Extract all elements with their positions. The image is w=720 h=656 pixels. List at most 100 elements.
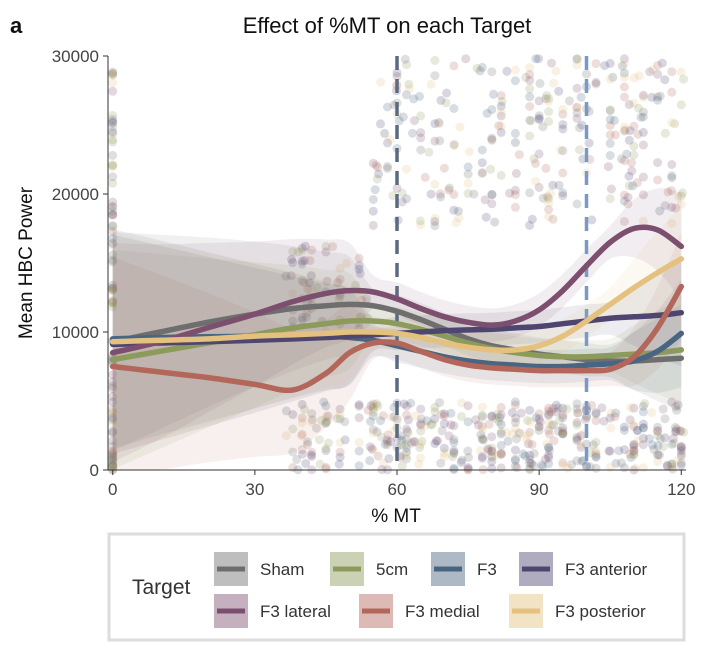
scatter-point (315, 459, 325, 469)
scatter-point (649, 444, 659, 454)
scatter-point (663, 187, 673, 197)
scatter-point (572, 432, 582, 442)
scatter-point (628, 420, 638, 430)
scatter-point (297, 245, 307, 255)
scatter-point (398, 112, 408, 122)
scatter-point (416, 419, 426, 428)
scatter-point (572, 420, 582, 430)
scatter-point (549, 436, 559, 446)
scatter-point (297, 312, 307, 322)
scatter-point (477, 168, 487, 178)
scatter-point (366, 417, 376, 426)
scatter-point (544, 425, 554, 435)
scatter-point (454, 213, 464, 223)
scatter-point (430, 71, 440, 81)
scatter-point (556, 145, 566, 155)
scatter-point (674, 192, 684, 202)
scatter-point (481, 212, 491, 222)
legend-label: F3 lateral (260, 602, 331, 621)
scatter-point (439, 419, 449, 429)
scatter-point (496, 448, 506, 458)
legend-label: Sham (260, 560, 304, 579)
scatter-point (108, 197, 118, 207)
scatter-point (626, 403, 636, 413)
scatter-point (671, 427, 681, 437)
scatter-point (626, 453, 636, 462)
scatter-point (397, 188, 407, 198)
scatter-point (496, 108, 506, 117)
scatter-point (518, 449, 528, 459)
scatter-point (537, 462, 547, 472)
scatter-point (609, 115, 619, 125)
scatter-point (427, 419, 437, 429)
scatter-point (510, 445, 520, 455)
scatter-point (510, 423, 520, 433)
scatter-point (478, 434, 487, 443)
scatter-point (653, 450, 663, 460)
scatter-point (335, 452, 345, 462)
scatter-point (591, 449, 601, 459)
scatter-point (490, 217, 500, 227)
scatter-point (449, 140, 459, 150)
scatter-point (333, 278, 343, 288)
scatter-point (534, 113, 544, 123)
scatter-point (572, 456, 582, 466)
scatter-point (638, 190, 648, 200)
scatter-point (306, 450, 316, 460)
scatter-point (376, 119, 385, 129)
scatter-point (441, 98, 451, 108)
scatter-point (477, 421, 487, 431)
scatter-point (660, 75, 670, 85)
scatter-point (108, 283, 118, 293)
scatter-point (108, 160, 118, 170)
scatter-point (430, 216, 440, 226)
scatter-point (558, 423, 568, 433)
scatter-point (463, 417, 473, 427)
scatter-point (625, 449, 635, 459)
scatter-point (479, 435, 488, 445)
scatter-point (108, 162, 118, 171)
scatter-point (108, 172, 118, 182)
scatter-point (636, 112, 646, 122)
scatter-point (547, 420, 557, 430)
scatter-point (562, 404, 572, 414)
scatter-point (653, 426, 663, 436)
scatter-point (108, 118, 118, 128)
scatter-point (507, 408, 517, 418)
scatter-point (492, 450, 502, 460)
scatter-point (108, 210, 118, 220)
scatter-point (373, 451, 383, 461)
scatter-point (551, 400, 561, 410)
scatter-point (638, 140, 648, 150)
scatter-point (417, 436, 427, 446)
scatter-point (362, 294, 371, 304)
scatter-point (108, 202, 118, 211)
scatter-point (332, 414, 342, 424)
scatter-point (623, 199, 633, 209)
x-tick-label: 0 (108, 480, 117, 499)
scatter-point (572, 60, 582, 70)
scatter-point (619, 190, 629, 200)
scatter-point (108, 226, 118, 236)
scatter-point (281, 406, 291, 416)
scatter-point (435, 189, 445, 199)
scatter-point (667, 462, 677, 472)
scatter-point (671, 402, 681, 412)
scatter-point (376, 432, 386, 442)
scatter-point (572, 418, 582, 427)
scatter-point (335, 438, 345, 447)
scatter-point (582, 462, 591, 472)
scatter-point (667, 67, 677, 77)
scatter-point (638, 423, 648, 433)
scatter-point (534, 111, 544, 121)
scatter-point (416, 420, 426, 430)
y-axis-label: Mean HBC Power (16, 186, 37, 339)
scatter-point (608, 72, 618, 82)
scatter-point (382, 435, 392, 445)
scatter-point (449, 463, 459, 473)
scatter-point (365, 442, 375, 452)
scatter-point (551, 407, 561, 417)
scatter-point (558, 429, 568, 439)
scatter-point (653, 450, 663, 460)
